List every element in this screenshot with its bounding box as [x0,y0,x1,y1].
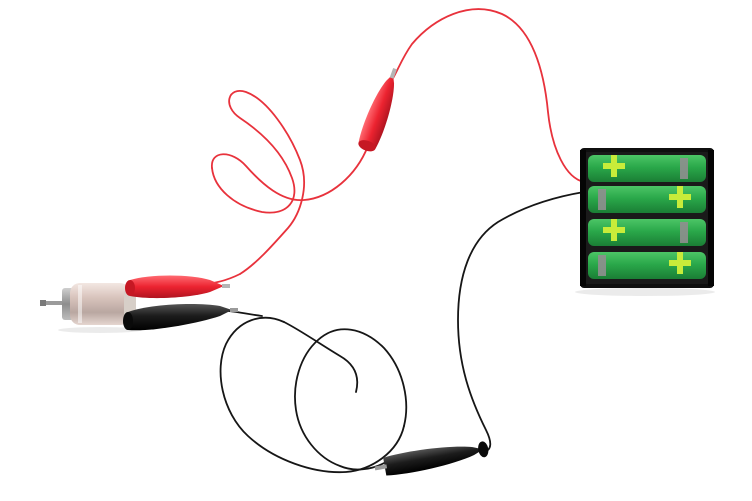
red-alligator-clip [125,275,230,299]
dc-motor [40,283,136,325]
black-alligator-clip [374,441,489,476]
battery-cell [588,155,706,182]
red-alligator-clip [358,67,397,152]
battery-cell [588,186,706,213]
black-wire [215,191,585,474]
battery-cell [588,252,706,279]
battery-holder [580,148,714,288]
battery-cell [588,219,706,246]
red-wire [199,8,585,285]
black-alligator-clip [123,304,238,331]
